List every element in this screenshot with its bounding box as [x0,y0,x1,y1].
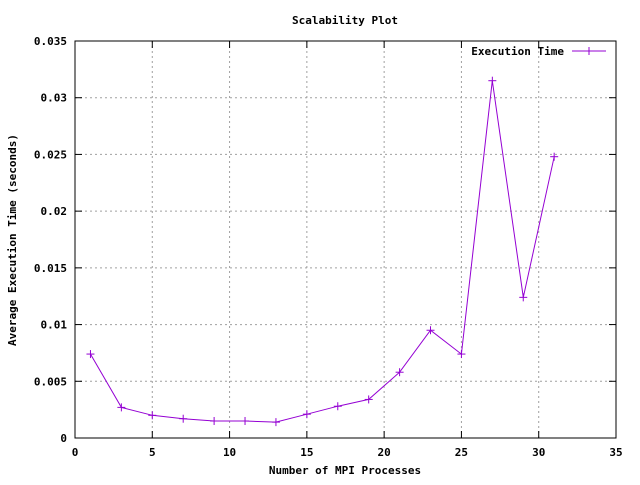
y-tick-label: 0 [60,432,67,445]
x-tick-label: 5 [149,446,156,459]
legend: Execution Time [471,45,606,58]
axis-ticks: 0 5 10 15 20 25 30 35 0 0.005 0.01 0.015 0.02 0.025 0.… [34,35,623,459]
legend-label: Execution Time [471,45,564,58]
y-tick-label: 0.005 [34,375,67,388]
y-tick-label: 0.02 [41,205,68,218]
data-point [395,368,404,377]
data-point [148,411,157,420]
y-axis-label: Average Execution Time (seconds) [6,134,19,346]
data-point [86,350,95,359]
data-point [302,410,311,419]
plot-frame [74,40,617,439]
y-tick-label: 0.035 [34,35,67,48]
data-point [519,293,528,302]
data-point [179,414,188,423]
data-point [271,418,280,427]
data-point [333,402,342,411]
x-tick-label: 0 [72,446,79,459]
data-point [426,326,435,335]
y-tick-label: 0.025 [34,148,67,161]
data-point [457,350,466,359]
x-tick-label: 30 [532,446,545,459]
x-tick-label: 20 [378,446,391,459]
chart-title: Scalability Plot [292,14,398,27]
y-tick-label: 0.03 [41,92,68,105]
data-point [488,76,497,85]
data-point [210,416,219,425]
x-tick-label: 25 [455,446,468,459]
x-tick-label: 35 [609,446,622,459]
data-point [117,403,126,412]
x-tick-label: 15 [300,446,313,459]
series-layer [86,76,559,427]
data-point [241,416,250,425]
x-axis-label: Number of MPI Processes [269,464,421,477]
y-tick-label: 0.015 [34,262,67,275]
y-tick-label: 0.01 [41,319,68,332]
grid [75,41,616,438]
x-tick-label: 10 [223,446,236,459]
data-point [550,152,559,161]
data-point [364,395,373,404]
series-line [90,80,555,423]
